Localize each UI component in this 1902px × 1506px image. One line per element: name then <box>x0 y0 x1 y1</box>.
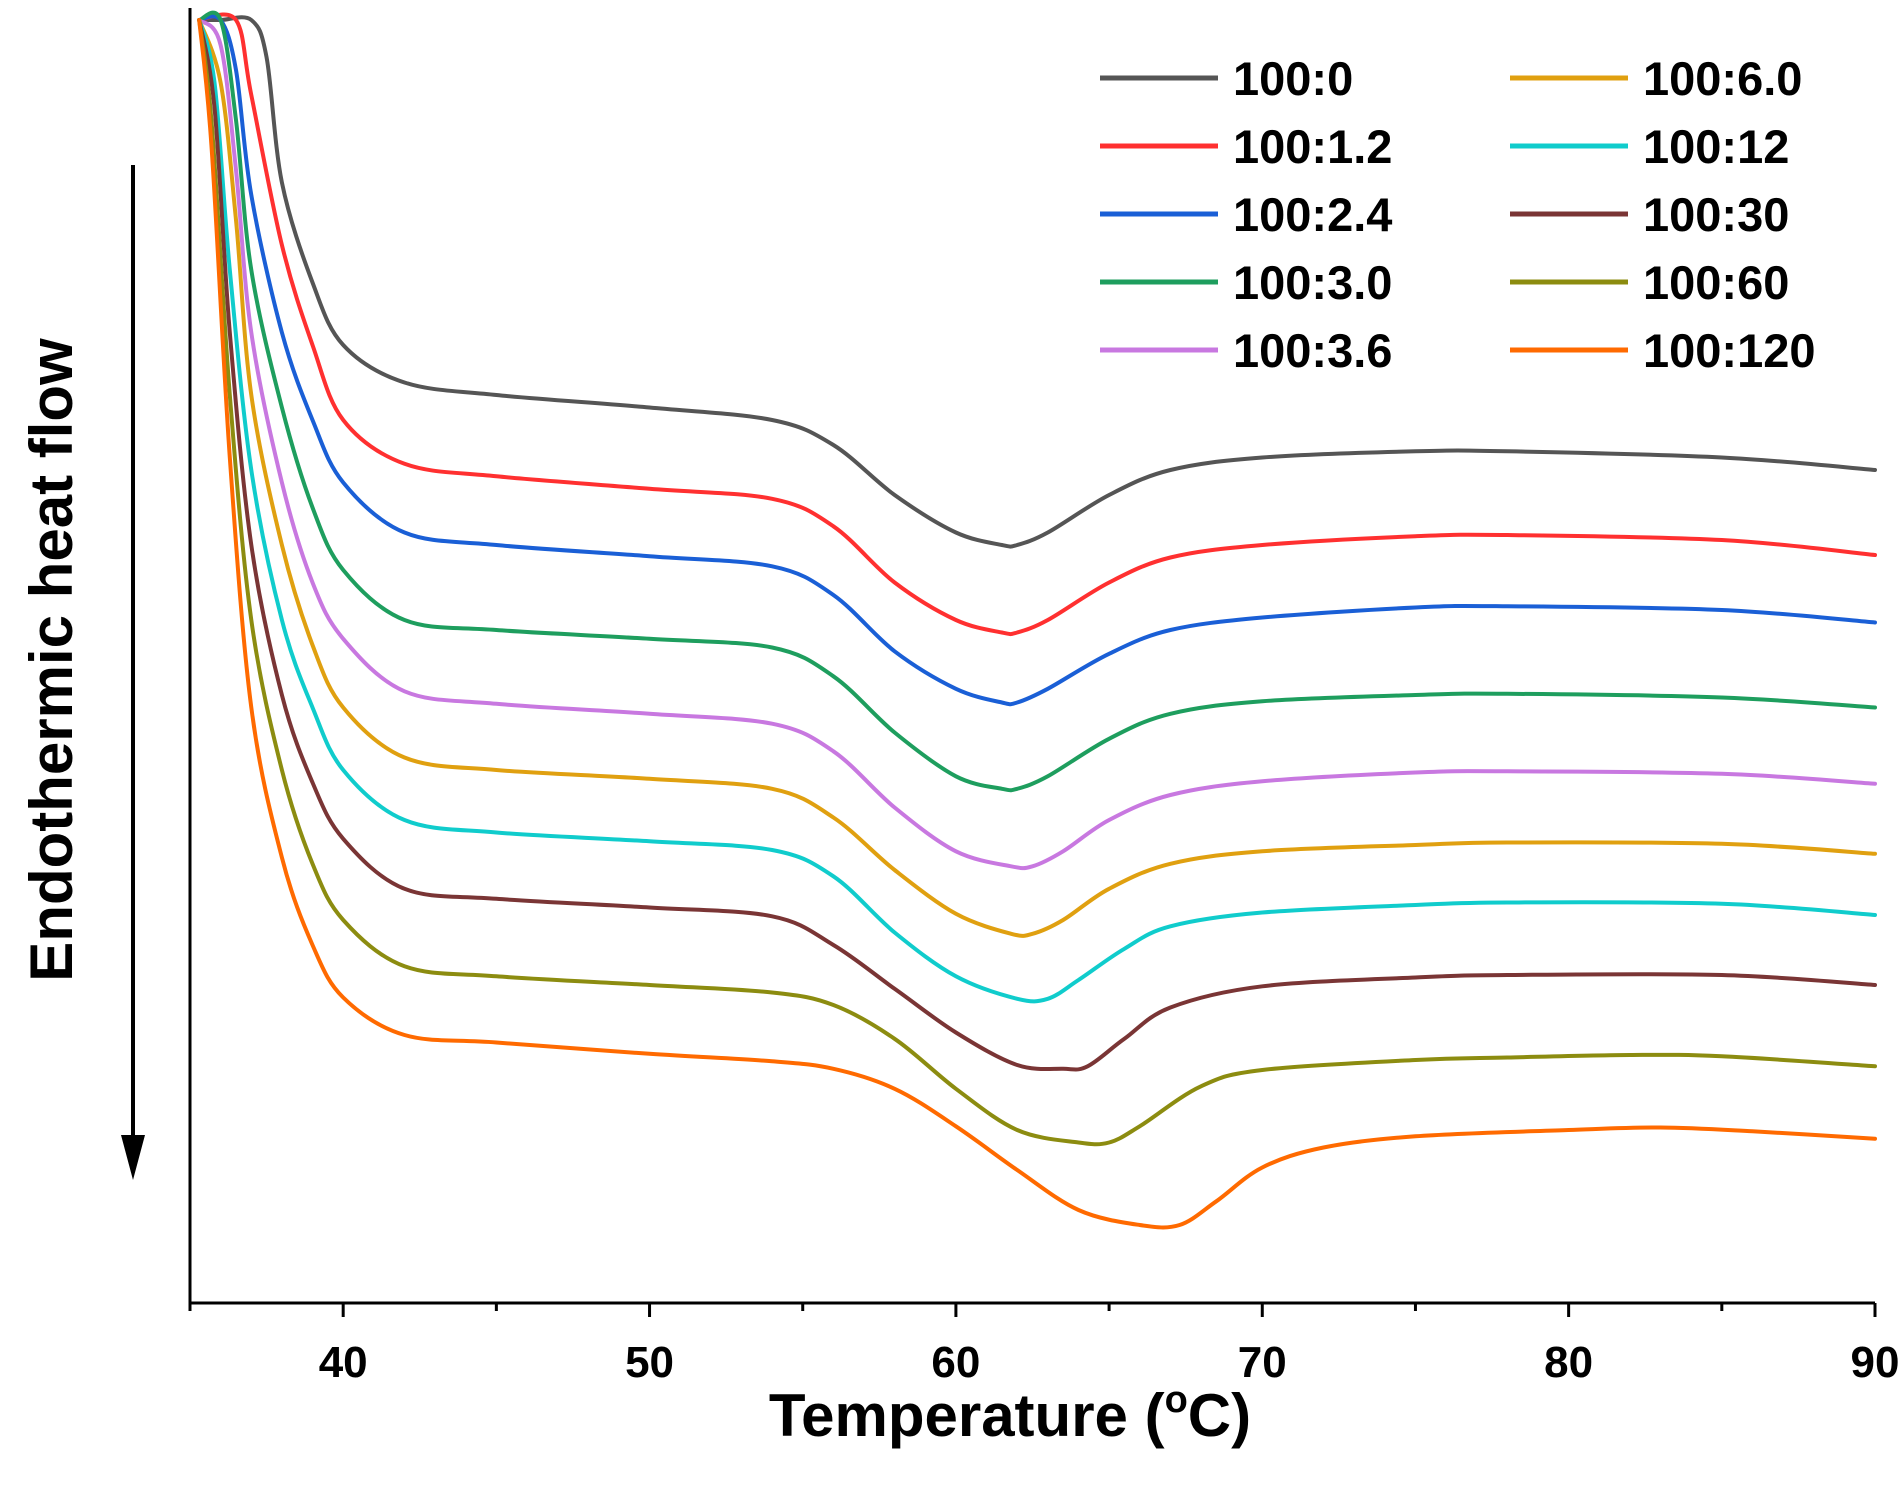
legend-label: 100:6.0 <box>1643 52 1802 105</box>
x-tick-label: 70 <box>1238 1338 1287 1387</box>
series-line-100-30 <box>197 18 1877 1072</box>
legend-label: 100:3.0 <box>1233 256 1392 309</box>
legend-label: 100:1.2 <box>1233 120 1392 173</box>
legend-label: 100:2.4 <box>1233 188 1392 241</box>
x-tick-label: 60 <box>931 1338 980 1387</box>
endothermic-arrow-icon <box>121 165 145 1180</box>
series-line-100-1-2 <box>197 12 1877 637</box>
x-axis-title: Temperature (oC) <box>769 1379 1251 1449</box>
series-line-100-60 <box>197 18 1877 1147</box>
x-tick-label: 50 <box>625 1338 674 1387</box>
plot-lines <box>197 10 1877 1230</box>
series-line-100-120 <box>197 18 1877 1230</box>
x-tick-label: 40 <box>319 1338 368 1387</box>
legend-label: 100:12 <box>1643 120 1789 173</box>
legend-label: 100:120 <box>1643 324 1816 377</box>
legend-label: 100:3.6 <box>1233 324 1392 377</box>
series-line-100-3-0 <box>197 10 1877 793</box>
legend: 100:0 100:1.2 100:2.4 100:3.0 100:3.6 100:6.0… <box>1100 52 1816 377</box>
series-line-100-0 <box>197 15 1877 549</box>
y-axis-title: Endothermic heat flow <box>18 338 85 982</box>
series-line-100-3-6 <box>197 18 1877 871</box>
legend-label: 100:30 <box>1643 188 1789 241</box>
axes <box>188 8 1875 1305</box>
x-tick-label: 90 <box>1851 1338 1900 1387</box>
series-line-100-6-0 <box>197 18 1877 938</box>
x-axis-ticks: 40 50 60 70 80 90 <box>188 1303 1900 1387</box>
x-tick-label: 80 <box>1544 1338 1593 1387</box>
legend-label: 100:60 <box>1643 256 1789 309</box>
series-line-100-2-4 <box>197 14 1877 707</box>
series-line-100-12 <box>197 18 1877 1004</box>
legend-label: 100:0 <box>1233 52 1353 105</box>
